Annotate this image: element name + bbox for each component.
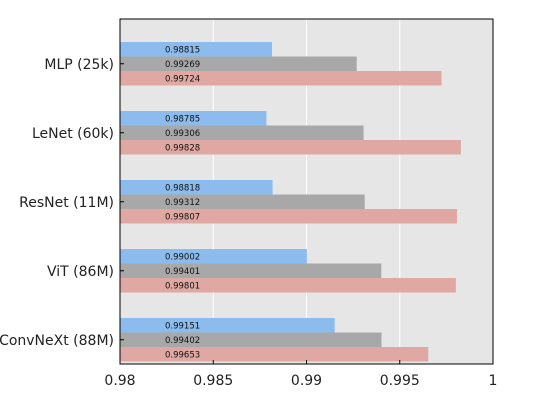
bar-value-labels: 0.98815 0.99269 0.99724 0.98785 0.99306 0.998… bbox=[165, 45, 200, 360]
bar bbox=[120, 249, 307, 264]
bar bbox=[120, 194, 365, 209]
bar bbox=[120, 209, 458, 224]
bar-value-label: 0.99151 bbox=[165, 321, 200, 331]
category-label: LeNet (60k) bbox=[32, 126, 114, 142]
bar bbox=[120, 278, 456, 293]
bar-value-label: 0.99653 bbox=[165, 350, 200, 360]
x-tick-label: 1 bbox=[489, 373, 498, 389]
y-axis: MLP (25k) LeNet (60k) ResNet (11M) ViT (86M… bbox=[0, 57, 124, 349]
x-tick-label: 0.985 bbox=[193, 373, 233, 389]
bar bbox=[120, 318, 335, 333]
bar-series-group bbox=[120, 42, 461, 362]
bar-value-label: 0.98818 bbox=[165, 183, 200, 193]
category-label: ViT (86M) bbox=[47, 264, 114, 280]
bar bbox=[120, 71, 442, 86]
bar-value-label: 0.99269 bbox=[165, 60, 200, 70]
bar bbox=[120, 180, 273, 195]
category-label: ConvNeXt (88M) bbox=[0, 333, 114, 349]
bar bbox=[120, 42, 272, 57]
bar bbox=[120, 56, 357, 71]
bar-value-label: 0.99724 bbox=[165, 74, 200, 84]
x-axis: 0.98 0.985 0.99 0.995 1 bbox=[104, 360, 497, 389]
bar-value-label: 0.98815 bbox=[165, 45, 200, 55]
bar-value-label: 0.99828 bbox=[165, 143, 200, 153]
bar bbox=[120, 111, 267, 126]
x-tick-label: 0.995 bbox=[380, 373, 420, 389]
bar-value-label: 0.99807 bbox=[165, 212, 200, 222]
bar-value-label: 0.99312 bbox=[165, 198, 200, 208]
category-label: MLP (25k) bbox=[44, 57, 114, 73]
bar bbox=[120, 140, 461, 155]
bar-value-label: 0.99002 bbox=[165, 252, 200, 262]
bar-value-label: 0.99801 bbox=[165, 281, 200, 291]
category-label: ResNet (11M) bbox=[19, 195, 114, 211]
bar-value-label: 0.99402 bbox=[165, 336, 200, 346]
x-tick-label: 0.99 bbox=[291, 373, 322, 389]
bar bbox=[120, 332, 382, 347]
x-tick-label: 0.98 bbox=[104, 373, 135, 389]
bar bbox=[120, 347, 429, 362]
bar-value-label: 0.99306 bbox=[165, 129, 200, 139]
bar-value-label: 0.99401 bbox=[165, 267, 200, 277]
bar-value-label: 0.98785 bbox=[165, 114, 200, 124]
bar bbox=[120, 125, 364, 140]
bar bbox=[120, 263, 382, 278]
